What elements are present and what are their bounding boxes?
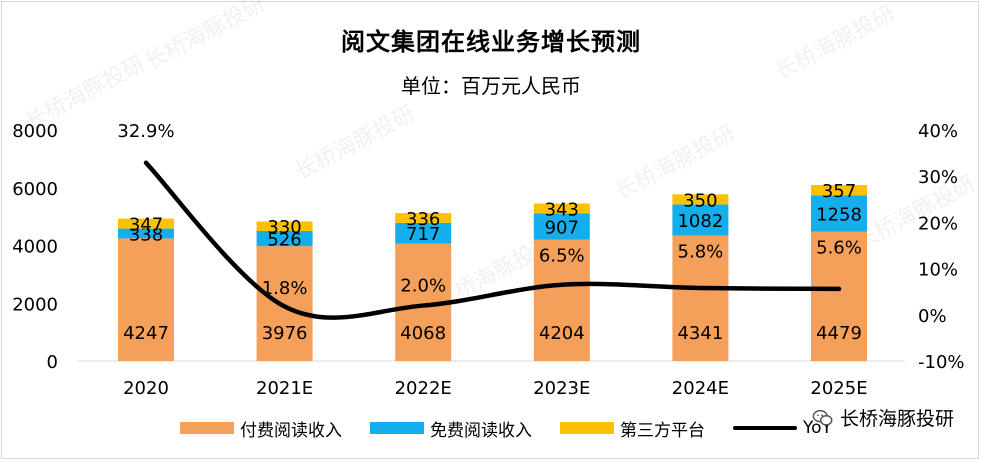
bar-segment bbox=[672, 204, 729, 236]
bar-segment bbox=[533, 239, 590, 361]
bar-value-label: 4479 bbox=[816, 323, 862, 344]
bar-value-label: 4247 bbox=[123, 323, 169, 344]
x-tick-label: 2020 bbox=[123, 378, 169, 399]
bar-segment bbox=[256, 246, 313, 361]
chart-title: 阅文集团在线业务增长预测 bbox=[341, 28, 641, 56]
bar-segment bbox=[672, 235, 729, 361]
y-right-tick-label: 30% bbox=[918, 167, 958, 188]
watermark-text: 长桥海豚投研 bbox=[611, 121, 739, 205]
legend-swatch-paid bbox=[180, 422, 234, 434]
yoy-value-label: 5.8% bbox=[678, 242, 724, 263]
bar-value-label: 526 bbox=[267, 230, 301, 251]
source-label: 长桥海豚投研 bbox=[839, 408, 954, 430]
bar-segment bbox=[256, 221, 313, 232]
legend-item-paid: 付费阅读收入 bbox=[180, 416, 342, 441]
legend-label-free: 免费阅读收入 bbox=[430, 420, 532, 441]
bar-segment bbox=[533, 213, 590, 240]
yoy-value-label: 5.6% bbox=[816, 238, 862, 259]
x-tick-label: 2022E bbox=[395, 378, 452, 399]
legend-item-free: 免费阅读收入 bbox=[370, 416, 532, 441]
y-left-tick-label: 8000 bbox=[12, 121, 58, 142]
yoy-value-label: 1.8% bbox=[262, 278, 308, 299]
watermark-text: 长桥海豚投研 bbox=[291, 101, 419, 185]
y-right-tick-label: 40% bbox=[918, 121, 958, 142]
wechat-icon bbox=[812, 409, 833, 426]
yoy-line bbox=[143, 160, 842, 320]
bar-value-label: 4068 bbox=[400, 323, 446, 344]
bar-segment bbox=[811, 231, 867, 361]
bar-value-label: 336 bbox=[406, 209, 440, 230]
x-tick-label: 2021E bbox=[256, 378, 313, 399]
chart-legend: 付费阅读收入 免费阅读收入 第三方平台 YoY bbox=[180, 414, 860, 442]
bar-value-label: 338 bbox=[129, 224, 163, 245]
bar-segment bbox=[811, 195, 867, 232]
yoy-value-label: 32.9% bbox=[117, 121, 174, 142]
bar-segment bbox=[533, 203, 590, 214]
bar-value-label: 350 bbox=[683, 190, 717, 211]
bar-segment bbox=[118, 238, 174, 361]
watermark-text: 长桥海豚投研 bbox=[141, 0, 269, 75]
bar-segment bbox=[395, 222, 452, 244]
watermark-text: 长桥海豚投研 bbox=[851, 171, 979, 255]
legend-swatch-free bbox=[370, 422, 424, 434]
y-left-tick-label: 0 bbox=[47, 352, 58, 373]
bar-segment bbox=[672, 194, 729, 205]
bar-value-label: 347 bbox=[129, 215, 163, 236]
bar-value-label: 3976 bbox=[262, 323, 308, 344]
watermark-text: 长桥海豚投研 bbox=[771, 1, 899, 85]
x-tick-label: 2024E bbox=[672, 378, 729, 399]
x-tick-label: 2025E bbox=[810, 378, 867, 399]
legend-swatch-yoy bbox=[733, 426, 797, 430]
legend-label-paid: 付费阅读收入 bbox=[240, 420, 342, 441]
legend-swatch-third bbox=[560, 422, 614, 434]
bar-value-label: 4341 bbox=[677, 323, 723, 344]
bar-value-label: 4204 bbox=[539, 323, 585, 344]
bar-value-label: 907 bbox=[545, 218, 579, 239]
bar-segment bbox=[811, 185, 867, 196]
bar-segment bbox=[256, 231, 313, 247]
y-right-tick-label: 20% bbox=[918, 213, 958, 234]
y-right-tick-label: 0% bbox=[918, 306, 947, 327]
bar-value-label: 1258 bbox=[816, 205, 862, 226]
legend-label-third: 第三方平台 bbox=[620, 420, 705, 441]
y-right-tick-label: 10% bbox=[918, 260, 958, 281]
y-left-tick-label: 4000 bbox=[12, 237, 58, 258]
yoy-value-label: 2.0% bbox=[400, 276, 446, 297]
yoy-value-label: 6.5% bbox=[539, 246, 585, 267]
bar-value-label: 1082 bbox=[677, 211, 723, 232]
bar-value-label: 343 bbox=[545, 199, 579, 220]
x-tick-label: 2023E bbox=[533, 378, 590, 399]
bar-value-label: 357 bbox=[822, 181, 856, 202]
source-credit: 长桥海豚投研 bbox=[812, 404, 954, 431]
bar-segment bbox=[118, 218, 174, 229]
bar-segment bbox=[395, 213, 452, 223]
legend-item-third: 第三方平台 bbox=[560, 416, 705, 441]
bar-value-label: 717 bbox=[406, 224, 440, 245]
chart-subtitle: 单位：百万元人民币 bbox=[401, 74, 581, 98]
bar-value-label: 330 bbox=[267, 217, 301, 238]
y-left-tick-label: 2000 bbox=[12, 294, 58, 315]
y-left-tick-label: 6000 bbox=[12, 179, 58, 200]
bar-segment bbox=[118, 228, 174, 239]
y-right-tick-label: -10% bbox=[918, 352, 965, 373]
